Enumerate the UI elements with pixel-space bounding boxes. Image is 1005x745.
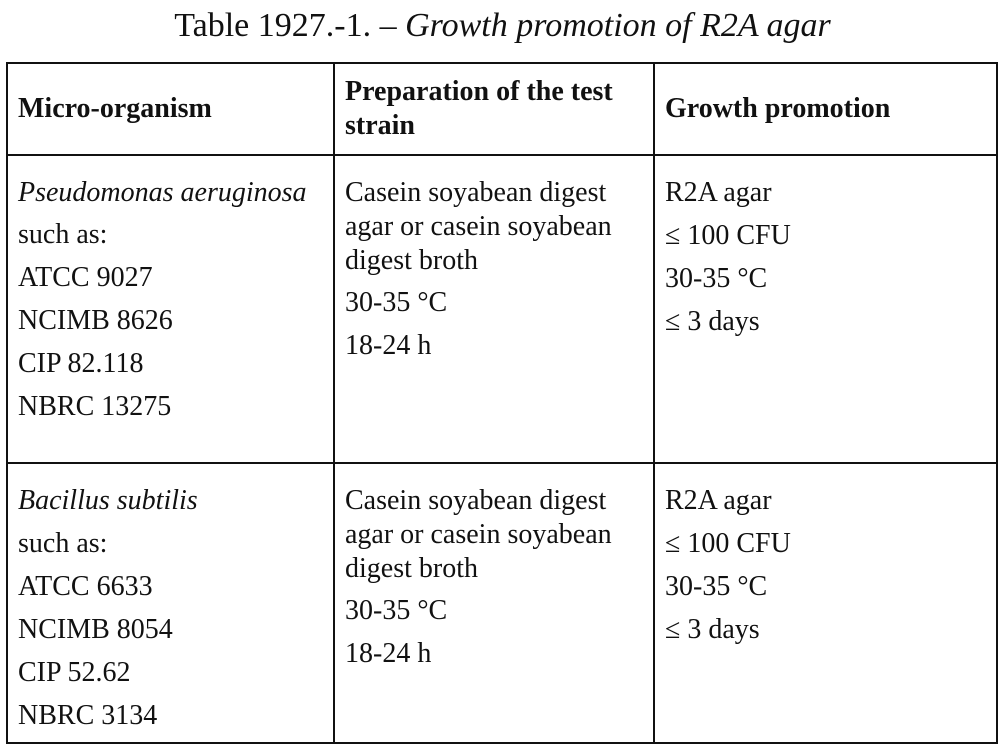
organism-name: Pseudomonas aeruginosa	[18, 177, 307, 208]
growth-inoculum: ≤ 100 CFU	[665, 220, 791, 251]
strain-cip: CIP 82.118	[18, 348, 144, 379]
growth-promotion-table: Micro-organism Preparation of the test s…	[6, 62, 998, 744]
growth-temperature: 30-35 °C	[665, 571, 768, 602]
strain-ncimb: NCIMB 8626	[18, 305, 173, 336]
header-growth-promotion: Growth promotion	[653, 62, 998, 156]
strain-atcc: ATCC 6633	[18, 571, 153, 602]
organism-cell: Bacillus subtilis such as: ATCC 6633 NCI…	[6, 462, 335, 744]
caption-number: Table 1927.-1. –	[174, 7, 406, 44]
table-row: Bacillus subtilis such as: ATCC 6633 NCI…	[6, 462, 998, 744]
preparation-temperature: 30-35 °C	[345, 287, 448, 318]
organism-cell: Pseudomonas aeruginosa such as: ATCC 902…	[6, 154, 335, 464]
growth-inoculum: ≤ 100 CFU	[665, 528, 791, 559]
preparation-time: 18-24 h	[345, 638, 432, 669]
growth-temperature: 30-35 °C	[665, 263, 768, 294]
table-caption: Table 1927.-1. – Growth promotion of R2A…	[0, 4, 1005, 48]
growth-time: ≤ 3 days	[665, 306, 760, 337]
growth-medium: R2A agar	[665, 485, 772, 516]
such-as-label: such as:	[18, 528, 108, 559]
growth-time: ≤ 3 days	[665, 614, 760, 645]
preparation-medium: Casein soyabean digest agar or casein so…	[345, 485, 612, 584]
organism-name: Bacillus subtilis	[18, 485, 198, 516]
preparation-cell: Casein soyabean digest agar or casein so…	[333, 462, 655, 744]
growth-cell: R2A agar ≤ 100 CFU 30-35 °C ≤ 3 days	[653, 154, 998, 464]
header-preparation: Preparation of the test strain	[333, 62, 655, 156]
strain-nbrc: NBRC 13275	[18, 391, 172, 422]
growth-cell: R2A agar ≤ 100 CFU 30-35 °C ≤ 3 days	[653, 462, 998, 744]
caption-title: Growth promotion of R2A agar	[405, 7, 831, 44]
preparation-cell: Casein soyabean digest agar or casein so…	[333, 154, 655, 464]
growth-medium: R2A agar	[665, 177, 772, 208]
strain-atcc: ATCC 9027	[18, 262, 153, 293]
preparation-temperature: 30-35 °C	[345, 595, 448, 626]
such-as-label: such as:	[18, 219, 108, 250]
header-micro-organism: Micro-organism	[6, 62, 335, 156]
preparation-time: 18-24 h	[345, 330, 432, 361]
strain-nbrc: NBRC 3134	[18, 700, 158, 731]
preparation-medium: Casein soyabean digest agar or casein so…	[345, 177, 612, 276]
strain-cip: CIP 52.62	[18, 657, 131, 688]
header-row: Micro-organism Preparation of the test s…	[6, 62, 998, 156]
strain-ncimb: NCIMB 8054	[18, 614, 173, 645]
table-row: Pseudomonas aeruginosa such as: ATCC 902…	[6, 154, 998, 464]
